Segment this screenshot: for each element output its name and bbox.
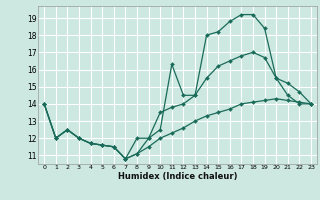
X-axis label: Humidex (Indice chaleur): Humidex (Indice chaleur): [118, 172, 237, 181]
